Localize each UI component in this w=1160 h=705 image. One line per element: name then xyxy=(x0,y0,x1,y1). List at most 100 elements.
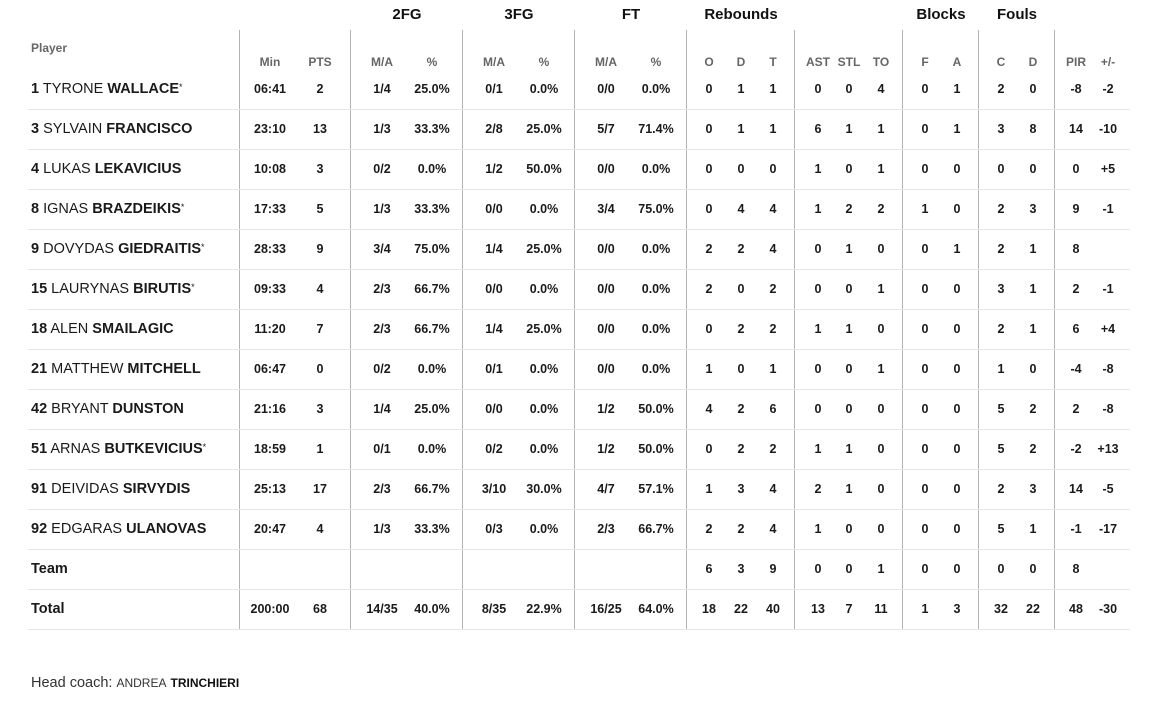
stat-2fg-ma: 0/2 xyxy=(373,162,391,176)
stat-ft-pct xyxy=(630,549,682,589)
player-first-name: ALEN xyxy=(50,321,89,337)
player-number: 15 xyxy=(31,281,48,297)
stat-ft-ma: 0/0 xyxy=(597,282,615,296)
player-first-name: TYRONE xyxy=(42,81,104,97)
column-divider xyxy=(794,30,795,630)
stat-blk-f: 0 xyxy=(921,322,929,336)
stat-2fg-ma: 2/3 xyxy=(373,282,391,296)
stat-foul-c: 1 xyxy=(997,362,1005,376)
stat-3fg-pct: 0.0% xyxy=(529,362,559,376)
stat-2fg-pct: 0.0% xyxy=(417,442,447,456)
stat-min: 11:20 xyxy=(254,322,286,336)
stat-foul-d: 1 xyxy=(1029,242,1037,256)
player-number: 42 xyxy=(31,401,48,417)
stat-ast: 13 xyxy=(811,602,825,616)
player-name[interactable]: 9 DOVYDAS GIEDRAITIS* xyxy=(31,229,205,269)
stat-ast: 0 xyxy=(814,82,822,96)
stat-foul-c: 3 xyxy=(997,122,1005,136)
stat-reb-d: 0 xyxy=(737,362,745,376)
stat-reb-o: 0 xyxy=(705,322,713,336)
head-coach-last-name: TRINCHIERI xyxy=(170,676,240,690)
stat-foul-d: 2 xyxy=(1029,442,1037,456)
stat-pts: 68 xyxy=(313,602,327,616)
stat-2fg-ma xyxy=(356,549,408,589)
stat-foul-d: 1 xyxy=(1029,322,1037,336)
stat-2fg-ma: 0/2 xyxy=(373,362,391,376)
player-name[interactable]: 51 ARNAS BUTKEVICIUS* xyxy=(31,429,206,469)
stat-reb-t: 4 xyxy=(769,242,777,256)
player-name[interactable]: 8 IGNAS BRAZDEIKIS* xyxy=(31,189,184,229)
column-divider xyxy=(239,30,240,630)
stat-ft-ma: 16/25 xyxy=(590,602,622,616)
stat-reb-o: 6 xyxy=(705,562,713,576)
stat-stl: 0 xyxy=(845,162,853,176)
group-header-fouls: Fouls xyxy=(997,6,1037,23)
stat-foul-c: 5 xyxy=(997,522,1005,536)
stat-stl: 0 xyxy=(845,562,853,576)
stat-ft-pct: 0.0% xyxy=(641,282,671,296)
stat-reb-d: 4 xyxy=(737,202,745,216)
player-name[interactable]: 91 DEIVIDAS SIRVYDIS xyxy=(31,469,190,509)
player-name[interactable]: 4 LUKAS LEKAVICIUS xyxy=(31,149,181,189)
stat-2fg-pct: 40.0% xyxy=(414,602,450,616)
stat-3fg-pct: 25.0% xyxy=(526,322,562,336)
stat-2fg-pct: 66.7% xyxy=(414,322,450,336)
player-name[interactable]: 1 TYRONE WALLACE* xyxy=(31,69,183,109)
column-header-reb-d: D xyxy=(736,55,746,69)
stat-min: 10:08 xyxy=(254,162,286,176)
player-name[interactable]: 15 LAURYNAS BIRUTIS* xyxy=(31,269,195,309)
stat-ft-ma: 0/0 xyxy=(597,242,615,256)
stat-min: 18:59 xyxy=(254,442,286,456)
stat-blk-f: 0 xyxy=(921,562,929,576)
stat-2fg-ma: 1/4 xyxy=(373,402,391,416)
stat-reb-t: 4 xyxy=(769,202,777,216)
column-header-stl: STL xyxy=(837,55,861,69)
player-first-name: ARNAS xyxy=(50,441,101,457)
stat-stl: 1 xyxy=(845,442,853,456)
stat-plus-minus: -2 xyxy=(1102,82,1114,96)
stat-foul-d: 3 xyxy=(1029,202,1037,216)
stat-2fg-ma: 0/1 xyxy=(373,442,391,456)
stat-blk-a: 0 xyxy=(953,482,961,496)
stat-pts: 9 xyxy=(316,242,324,256)
stat-reb-d: 0 xyxy=(737,282,745,296)
stat-ast: 1 xyxy=(814,162,822,176)
player-name[interactable]: 42 BRYANT DUNSTON xyxy=(31,389,184,429)
stat-ft-pct: 0.0% xyxy=(641,82,671,96)
player-last-name: GIEDRAITIS xyxy=(118,241,202,257)
table-row: 8 IGNAS BRAZDEIKIS* 17:33 5 1/3 33.3% 0/0 0.0%… xyxy=(28,189,1130,230)
stat-blk-a: 0 xyxy=(953,442,961,456)
player-name[interactable]: 92 EDGARAS ULANOVAS xyxy=(31,509,206,549)
stat-reb-d: 22 xyxy=(734,602,748,616)
stat-plus-minus: -17 xyxy=(1098,522,1118,536)
stat-reb-t: 2 xyxy=(769,282,777,296)
column-header-foul-c: C xyxy=(996,55,1006,69)
player-name[interactable]: 3 SYLVAIN FRANCISCO xyxy=(31,109,192,149)
player-first-name: IGNAS xyxy=(43,201,89,217)
stat-reb-o: 0 xyxy=(705,202,713,216)
stat-ast: 0 xyxy=(814,362,822,376)
starter-marker: * xyxy=(179,82,183,92)
stat-2fg-ma: 2/3 xyxy=(373,322,391,336)
table-row: 1 TYRONE WALLACE* 06:41 2 1/4 25.0% 0/1 0.0% 0/… xyxy=(28,69,1130,110)
stat-foul-c: 32 xyxy=(994,602,1008,616)
player-name[interactable]: 18 ALEN SMAILAGIC xyxy=(31,309,174,349)
player-number: 91 xyxy=(31,481,48,497)
stat-pir: 14 xyxy=(1069,122,1083,136)
stat-to: 1 xyxy=(877,282,885,296)
stat-pir: 2 xyxy=(1072,402,1080,416)
stat-ft-pct: 0.0% xyxy=(641,362,671,376)
stat-foul-c: 2 xyxy=(997,482,1005,496)
table-row: 51 ARNAS BUTKEVICIUS* 18:59 1 0/1 0.0% 0/2 0.0… xyxy=(28,429,1130,470)
stat-2fg-pct: 66.7% xyxy=(414,282,450,296)
stat-3fg-pct: 0.0% xyxy=(529,202,559,216)
player-last-name: FRANCISCO xyxy=(106,121,193,137)
stat-3fg-ma xyxy=(468,549,520,589)
column-divider xyxy=(1054,30,1055,630)
team-label: Team xyxy=(31,561,68,577)
stat-to: 2 xyxy=(877,202,885,216)
stat-reb-d: 1 xyxy=(737,122,745,136)
stat-blk-a: 0 xyxy=(953,282,961,296)
player-name[interactable]: 21 MATTHEW MITCHELL xyxy=(31,349,201,389)
player-first-name: SYLVAIN xyxy=(43,121,103,137)
